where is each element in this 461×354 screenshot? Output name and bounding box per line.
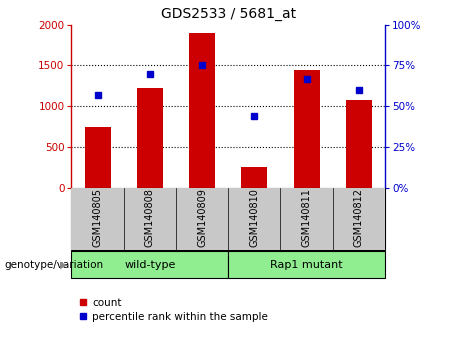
Text: GSM140812: GSM140812 [354,188,364,247]
Bar [346,100,372,188]
Bar [241,167,267,188]
Text: GSM140809: GSM140809 [197,188,207,247]
FancyBboxPatch shape [71,188,124,250]
FancyBboxPatch shape [228,188,280,250]
Title: GDS2533 / 5681_at: GDS2533 / 5681_at [160,7,296,21]
FancyBboxPatch shape [228,251,385,278]
FancyBboxPatch shape [280,188,333,250]
Text: GSM140811: GSM140811 [301,188,312,247]
Text: GSM140810: GSM140810 [249,188,260,247]
Bar [137,88,163,188]
FancyBboxPatch shape [333,188,385,250]
Bar [294,70,319,188]
Text: Rap1 mutant: Rap1 mutant [270,259,343,270]
FancyBboxPatch shape [124,188,176,250]
Text: genotype/variation: genotype/variation [5,259,104,270]
FancyBboxPatch shape [176,188,228,250]
Bar [84,127,111,188]
FancyBboxPatch shape [71,251,228,278]
Legend: count, percentile rank within the sample: count, percentile rank within the sample [77,296,270,324]
Text: wild-type: wild-type [124,259,176,270]
Bar [189,33,215,188]
Text: GSM140805: GSM140805 [93,188,103,247]
Text: ▶: ▶ [60,259,67,270]
Text: GSM140808: GSM140808 [145,188,155,247]
